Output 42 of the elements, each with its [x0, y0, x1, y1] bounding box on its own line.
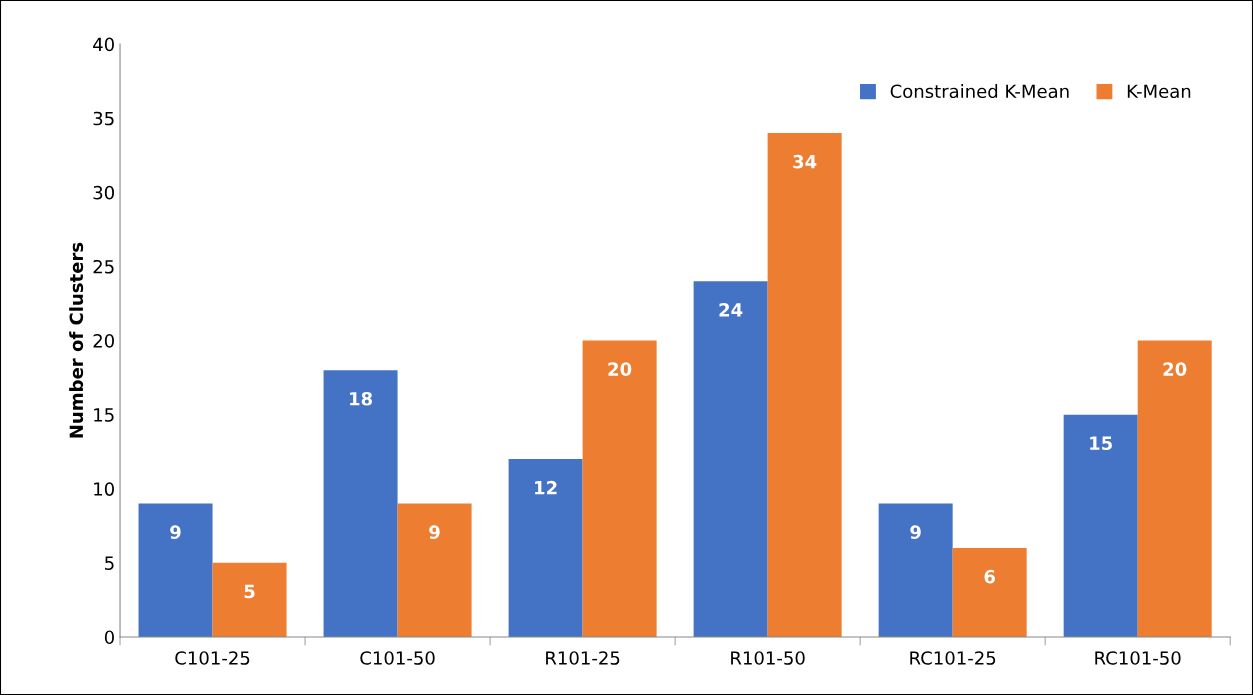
- data-label: 24: [719, 303, 743, 317]
- bar: [1137, 340, 1212, 637]
- bar: [212, 562, 287, 637]
- legend-label: Constrained K-Mean: [890, 84, 1069, 99]
- bar: [508, 459, 583, 637]
- data-label: 20: [608, 362, 632, 376]
- legend-label: K-Mean: [1127, 84, 1191, 99]
- x-tick-label: R101-50: [731, 651, 805, 665]
- y-tick-label: 0: [104, 630, 114, 645]
- data-label: 9: [170, 525, 181, 539]
- y-tick-label: 30: [93, 185, 114, 200]
- data-label: 18: [350, 391, 373, 406]
- bar: [693, 281, 768, 637]
- bar: [1063, 414, 1138, 637]
- y-axis-title: Number of Clusters: [69, 242, 84, 438]
- y-tick-label: 5: [105, 556, 114, 570]
- x-tick-label: RC101-50: [1095, 651, 1181, 665]
- bar: [767, 133, 842, 637]
- x-tick-label: C101-25: [175, 651, 250, 665]
- bar: [323, 370, 398, 637]
- bar: [138, 503, 213, 637]
- y-tick-label: 20: [93, 334, 114, 348]
- y-tick-label: 25: [93, 259, 114, 274]
- y-tick-label: 15: [94, 408, 114, 422]
- data-label: 15: [1090, 436, 1112, 451]
- data-label: 9: [429, 525, 440, 539]
- x-tick-label: C101-50: [360, 651, 435, 665]
- bar: [878, 503, 953, 637]
- bar: [397, 503, 472, 637]
- y-tick-label: 10: [94, 482, 114, 496]
- x-tick-label: R101-25: [546, 651, 620, 665]
- bar: [952, 548, 1027, 637]
- data-label: 20: [1163, 362, 1187, 376]
- y-tick-label: 35: [93, 111, 114, 126]
- data-label: 5: [244, 584, 255, 599]
- data-label: 34: [793, 154, 817, 169]
- data-label: 12: [535, 480, 557, 495]
- y-tick-label: 40: [93, 37, 114, 52]
- data-label: 6: [984, 569, 995, 584]
- x-tick-label: RC101-25: [910, 651, 996, 665]
- data-label: 9: [910, 525, 921, 539]
- bar: [582, 340, 657, 637]
